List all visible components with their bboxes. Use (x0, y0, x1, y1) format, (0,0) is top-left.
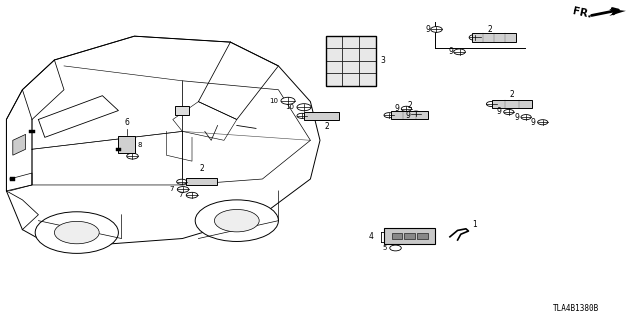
Bar (186, 178, 217, 185)
Text: 10: 10 (285, 104, 294, 110)
Text: 4: 4 (368, 232, 373, 241)
Circle shape (297, 113, 307, 118)
Text: 9: 9 (405, 111, 410, 120)
Circle shape (214, 210, 259, 232)
Bar (342, 36, 359, 48)
Bar (304, 112, 339, 120)
Text: 8: 8 (138, 142, 142, 148)
Bar (492, 100, 532, 108)
Text: 5: 5 (383, 245, 387, 251)
Circle shape (401, 106, 412, 111)
Bar (118, 136, 135, 153)
Circle shape (177, 187, 189, 192)
Text: 3: 3 (381, 56, 386, 65)
Text: 9: 9 (497, 108, 502, 116)
Bar (384, 228, 435, 244)
Text: 2: 2 (199, 164, 204, 173)
Circle shape (54, 221, 99, 244)
Circle shape (195, 200, 278, 242)
Bar (175, 106, 189, 115)
Polygon shape (13, 134, 26, 155)
Bar (342, 61, 359, 73)
Bar (392, 233, 402, 239)
Bar (342, 48, 359, 61)
Circle shape (297, 104, 311, 111)
Text: 9: 9 (448, 47, 453, 56)
Text: 10: 10 (269, 98, 278, 104)
Bar (391, 111, 428, 119)
Circle shape (281, 97, 295, 104)
Text: 9: 9 (425, 25, 430, 34)
Bar (404, 233, 415, 239)
Text: 2: 2 (324, 122, 329, 131)
Text: FR.: FR. (572, 6, 593, 20)
Circle shape (504, 109, 514, 115)
Text: 2: 2 (407, 101, 412, 110)
Bar (359, 36, 376, 48)
Bar (342, 73, 359, 85)
Circle shape (431, 27, 442, 32)
Text: 9: 9 (514, 113, 519, 122)
Circle shape (469, 35, 481, 40)
Circle shape (521, 115, 531, 120)
Circle shape (538, 120, 548, 125)
Bar (116, 148, 121, 151)
Bar (359, 73, 376, 85)
Text: TLA4B1380B: TLA4B1380B (553, 304, 599, 313)
Bar (326, 61, 342, 73)
Circle shape (186, 192, 198, 198)
Bar (10, 177, 15, 180)
Text: 7: 7 (179, 192, 183, 198)
Bar (326, 73, 342, 85)
Bar (359, 48, 376, 61)
Text: 7: 7 (170, 187, 174, 192)
Circle shape (390, 245, 401, 251)
Circle shape (384, 113, 394, 118)
Circle shape (454, 49, 465, 55)
Circle shape (411, 111, 421, 116)
Bar (326, 36, 342, 48)
Bar (472, 33, 516, 42)
Text: 9: 9 (531, 118, 536, 127)
Bar (29, 130, 35, 133)
Circle shape (35, 212, 118, 253)
Bar (326, 48, 342, 61)
Bar (326, 36, 376, 85)
Circle shape (177, 179, 187, 184)
Text: 2: 2 (487, 25, 492, 34)
Bar (417, 233, 428, 239)
Text: 9: 9 (394, 104, 399, 113)
Bar (359, 61, 376, 73)
Circle shape (486, 101, 497, 107)
Polygon shape (589, 9, 626, 18)
Text: 1: 1 (472, 220, 477, 229)
Circle shape (127, 153, 138, 159)
Text: 6: 6 (124, 118, 129, 127)
Text: 2: 2 (509, 90, 515, 99)
